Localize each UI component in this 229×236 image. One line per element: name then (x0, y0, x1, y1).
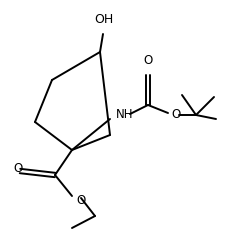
Text: O: O (13, 163, 22, 176)
Text: NH: NH (115, 108, 133, 121)
Text: OH: OH (94, 13, 113, 26)
Text: O: O (170, 109, 180, 122)
Text: O: O (76, 194, 85, 206)
Text: O: O (143, 54, 152, 67)
